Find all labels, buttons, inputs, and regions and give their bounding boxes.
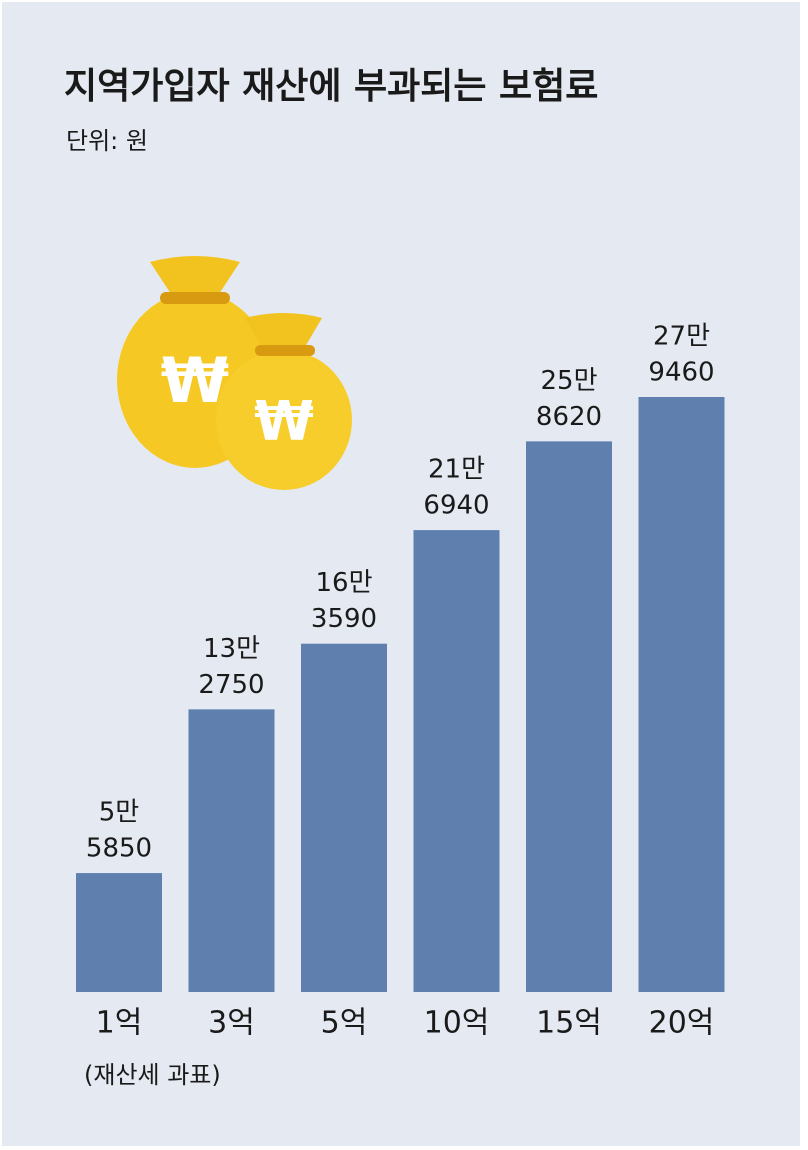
value-label: 8620 [536, 402, 602, 432]
value-label: 5850 [86, 834, 152, 864]
value-label: 13만 [203, 634, 260, 664]
money-bags-icon: ₩ ₩ [117, 256, 352, 490]
bar [301, 643, 387, 992]
chart-title: 지역가입자 재산에 부과되는 보험료 [64, 66, 598, 107]
bar [526, 441, 612, 992]
bar [413, 530, 500, 992]
chart-subtitle: 단위: 원 [66, 127, 148, 155]
value-label: 3590 [311, 604, 377, 634]
x-tick-label: 5억 [321, 1006, 368, 1041]
x-tick-label: 3억 [208, 1006, 255, 1041]
value-label: 9460 [648, 358, 714, 388]
value-label: 27만 [653, 322, 710, 352]
svg-text:₩: ₩ [254, 390, 314, 453]
bar [188, 709, 275, 992]
x-tick-label: 15억 [536, 1006, 602, 1041]
x-tick-label: 1억 [96, 1006, 143, 1041]
x-tick-label: 10억 [424, 1006, 490, 1041]
value-label: 16만 [315, 568, 372, 598]
x-axis-label: (재산세 과표) [84, 1061, 221, 1089]
value-label: 2750 [198, 670, 264, 700]
value-label: 25만 [540, 366, 597, 396]
bar [638, 397, 725, 992]
bar [76, 873, 162, 992]
x-tick-label: 20억 [649, 1006, 715, 1041]
value-label: 6940 [423, 491, 489, 521]
value-label: 5만 [99, 798, 139, 828]
value-label: 21만 [428, 455, 485, 485]
